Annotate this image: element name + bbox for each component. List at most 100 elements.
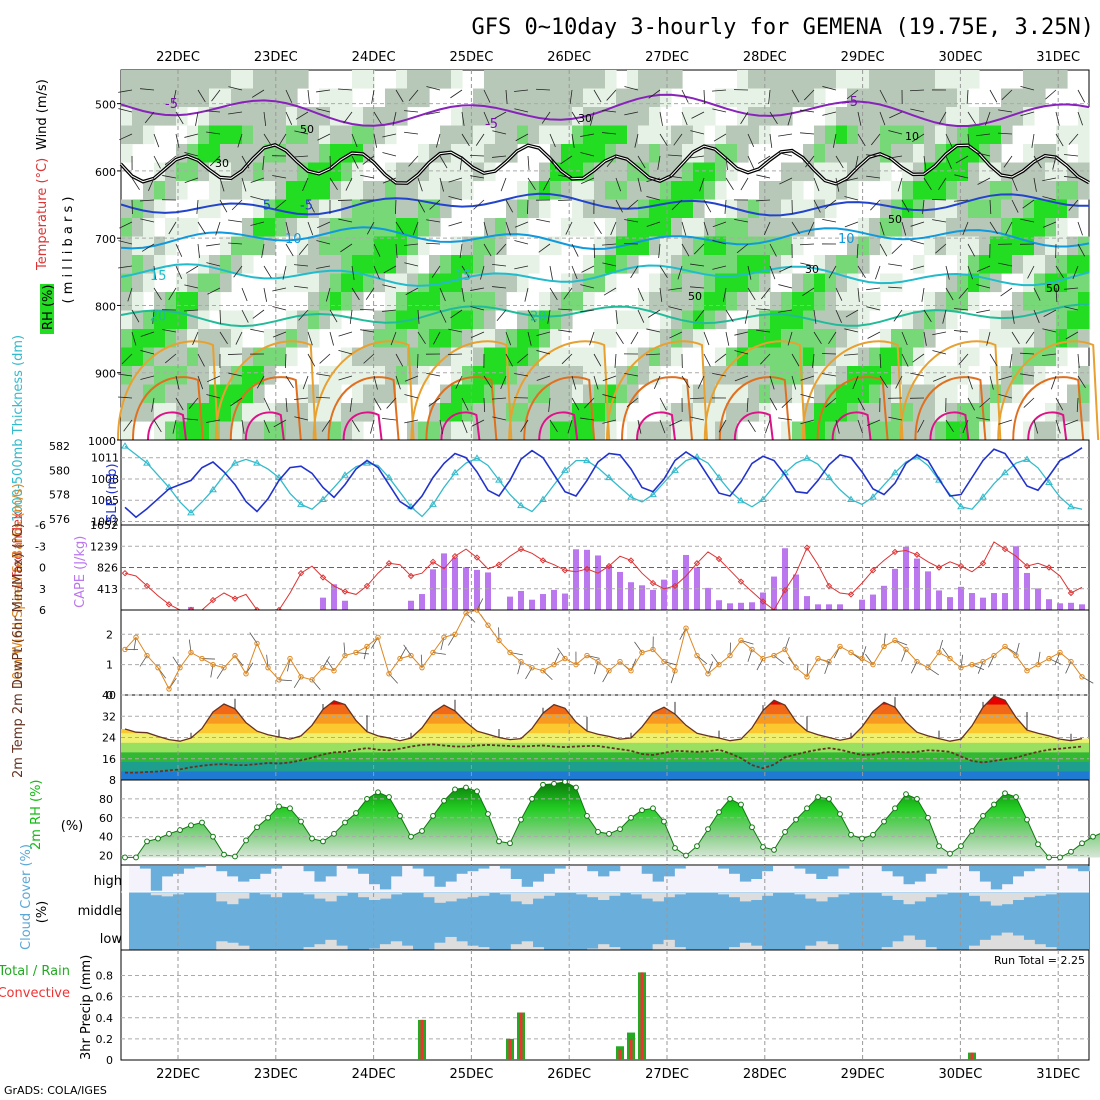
rh-cell <box>561 144 573 163</box>
thickness-point <box>209 485 217 493</box>
pressure-tick-label: 600 <box>95 166 116 179</box>
wind-barb <box>206 131 221 135</box>
rh-contour-label: 50 <box>1046 282 1060 295</box>
rh-cell <box>1034 366 1046 385</box>
rh-cell <box>1056 273 1068 293</box>
lifted-index-point <box>715 555 723 563</box>
rh-cell <box>726 199 738 219</box>
wind-barb <box>272 287 287 292</box>
cape-bar <box>430 569 436 610</box>
wind-barb <box>470 175 485 179</box>
rh-cell <box>1012 181 1024 200</box>
rh-cell <box>451 403 463 422</box>
rh-cell <box>1067 384 1079 404</box>
rh-cell <box>814 329 826 348</box>
wind-barb <box>648 89 661 99</box>
wind-barb <box>527 199 529 215</box>
wind-barb <box>725 331 730 346</box>
rh-cell <box>374 255 386 274</box>
rh-cell <box>869 384 881 404</box>
wind-barb <box>329 177 338 190</box>
rh-cell <box>869 125 881 145</box>
hot-contour-line <box>425 376 498 441</box>
rh-cell <box>176 347 188 367</box>
cape-bar <box>617 571 623 610</box>
rh-cell <box>132 236 144 256</box>
rh-cell <box>594 366 606 385</box>
low-cloud-gap <box>401 945 414 950</box>
rh-cell <box>308 199 320 219</box>
rh-cell <box>121 88 133 108</box>
rh-cell <box>165 107 177 126</box>
warm-contour-line <box>899 340 1002 441</box>
rh-cell <box>374 107 386 126</box>
wind10m-point <box>859 655 865 662</box>
wind-barb <box>250 196 265 201</box>
wind-barb <box>284 353 287 369</box>
rh-cell <box>231 107 243 126</box>
wind-barb <box>505 199 514 213</box>
rh-cell <box>242 144 254 163</box>
rh-cell <box>220 88 232 108</box>
low-cloud-gap <box>1045 947 1057 950</box>
rh-cell <box>913 199 925 219</box>
wind-barb <box>681 221 687 236</box>
rh-cell <box>517 329 529 348</box>
wind-barb <box>699 177 705 192</box>
lifted-index-point <box>385 560 393 567</box>
rh-cell <box>715 162 727 182</box>
cape-bar <box>551 589 557 610</box>
rh-cell <box>374 347 386 367</box>
wind-barb <box>162 175 177 179</box>
wind-barb <box>747 419 756 433</box>
wind10m-point <box>760 655 766 662</box>
rh-cell <box>143 255 155 274</box>
rh-cell <box>572 273 584 293</box>
rh-cell <box>605 403 617 422</box>
rh-cell <box>737 384 749 404</box>
rh-cell <box>638 107 650 126</box>
high-cloud-bar <box>936 866 948 869</box>
rh-cell <box>231 421 243 441</box>
rh-cell <box>1067 292 1079 311</box>
rh-cell <box>286 88 298 108</box>
wind-barb <box>1005 221 1013 235</box>
middle-cloud-gap <box>456 893 468 899</box>
lifted-index-point <box>495 561 503 568</box>
wind-barb <box>791 221 800 234</box>
rh-cell <box>946 125 958 145</box>
rh-cell <box>561 292 573 311</box>
rh-cell <box>594 88 606 108</box>
rh-cell <box>781 218 793 237</box>
wind-barb <box>140 88 155 91</box>
rh-cell <box>770 236 782 256</box>
middle-cloud-gap <box>969 893 981 896</box>
rh-cell <box>803 273 815 293</box>
rh-cell <box>550 329 562 348</box>
rh2m-axis-label: 2m RH (%) <box>29 779 44 850</box>
rh-cell <box>968 144 980 163</box>
rh-cell <box>682 273 694 293</box>
wind-barb <box>769 265 776 280</box>
rh-cell <box>638 70 650 89</box>
low-cloud-gap <box>969 945 981 950</box>
wind-barb <box>901 331 908 346</box>
rh-cell <box>286 255 298 274</box>
rh-cell <box>968 273 980 293</box>
rh-cell <box>946 107 958 126</box>
rh-cell <box>561 70 573 89</box>
wind-barb <box>967 265 973 280</box>
rh-cell <box>418 218 430 237</box>
wind10m-point <box>628 668 634 674</box>
rh-cell <box>451 366 463 385</box>
wind-barb <box>589 331 595 346</box>
rh-cell <box>781 88 793 108</box>
rh-cell <box>968 384 980 404</box>
high-cloud-bar <box>663 866 675 877</box>
rh2m-point <box>914 795 920 802</box>
wind10m-point <box>144 652 150 659</box>
wind-barb <box>624 86 639 91</box>
rh-cell <box>825 273 837 293</box>
rh-cell <box>627 421 639 441</box>
rh-cell <box>638 144 650 163</box>
